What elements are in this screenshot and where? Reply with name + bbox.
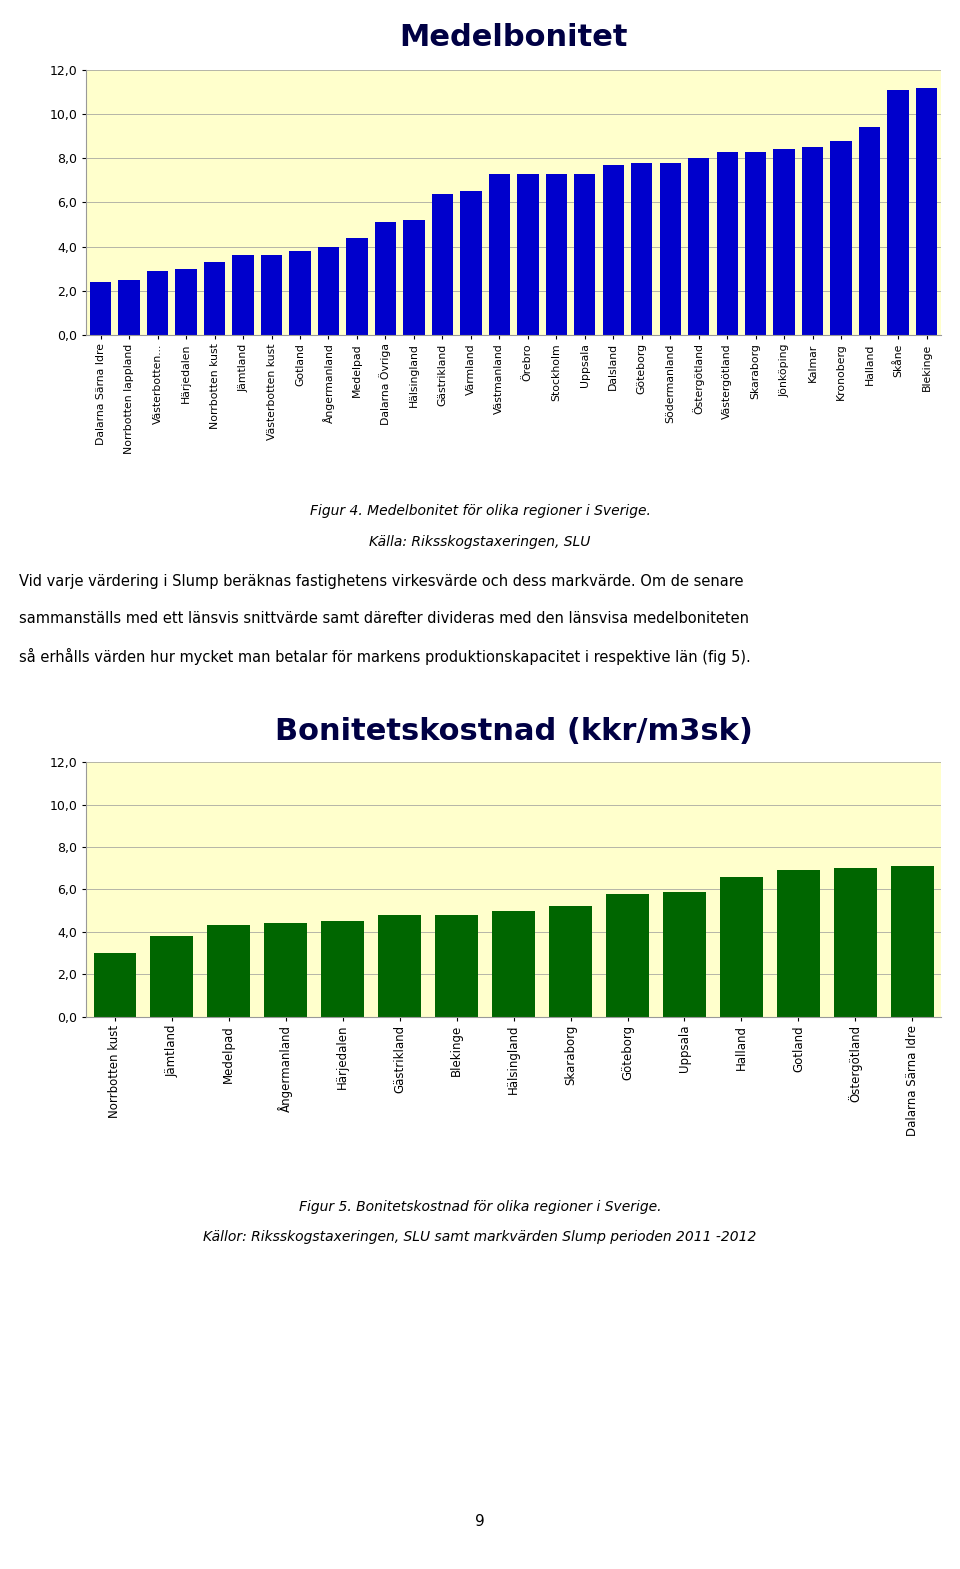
Bar bbox=[745, 152, 766, 336]
Text: Vid varje värdering i Slump beräknas fastighetens virkesvärde och dess markvärde: Vid varje värdering i Slump beräknas fas… bbox=[19, 574, 744, 588]
Bar bbox=[830, 141, 852, 336]
Bar bbox=[663, 891, 706, 1017]
Bar bbox=[716, 152, 738, 336]
Bar bbox=[204, 262, 226, 336]
Bar bbox=[378, 915, 421, 1017]
Bar bbox=[777, 871, 820, 1017]
Bar bbox=[489, 174, 510, 336]
Bar bbox=[289, 251, 311, 336]
Text: 9: 9 bbox=[475, 1514, 485, 1530]
Text: så erhålls värden hur mycket man betalar för markens produktionskapacitet i resp: så erhålls värden hur mycket man betalar… bbox=[19, 648, 751, 665]
Bar bbox=[347, 238, 368, 336]
Bar bbox=[887, 89, 909, 336]
Bar bbox=[574, 174, 595, 336]
Bar bbox=[318, 246, 339, 336]
Bar bbox=[492, 910, 535, 1017]
Bar bbox=[374, 223, 396, 336]
Text: Bonitetskostnad (kkr/m3sk): Bonitetskostnad (kkr/m3sk) bbox=[275, 717, 753, 745]
Text: sammanställs med ett länsvis snittvärde samt därefter divideras med den länsvisa: sammanställs med ett länsvis snittvärde … bbox=[19, 612, 749, 626]
Text: Medelbonitet: Medelbonitet bbox=[399, 24, 628, 52]
Bar bbox=[322, 921, 364, 1017]
Bar bbox=[460, 191, 482, 336]
Bar bbox=[606, 894, 649, 1017]
Bar bbox=[891, 866, 934, 1017]
Text: Källa: Riksskogstaxeringen, SLU: Källa: Riksskogstaxeringen, SLU bbox=[370, 535, 590, 549]
Bar bbox=[93, 952, 136, 1017]
Bar bbox=[90, 282, 111, 336]
Bar bbox=[603, 165, 624, 336]
Bar bbox=[916, 88, 937, 336]
Bar bbox=[517, 174, 539, 336]
Bar bbox=[859, 127, 880, 336]
Bar bbox=[261, 256, 282, 336]
Bar bbox=[264, 923, 307, 1017]
Bar bbox=[207, 926, 251, 1017]
Bar bbox=[432, 193, 453, 336]
Bar bbox=[147, 271, 168, 336]
Bar bbox=[176, 268, 197, 336]
Bar bbox=[435, 915, 478, 1017]
Bar bbox=[834, 868, 876, 1017]
Bar bbox=[118, 279, 140, 336]
Bar bbox=[802, 147, 824, 336]
Bar bbox=[631, 163, 653, 336]
Bar bbox=[720, 877, 763, 1017]
Bar bbox=[403, 220, 424, 336]
Bar bbox=[151, 937, 193, 1017]
Bar bbox=[688, 158, 709, 336]
Bar bbox=[232, 256, 253, 336]
Text: Figur 4. Medelbonitet för olika regioner i Sverige.: Figur 4. Medelbonitet för olika regioner… bbox=[309, 504, 651, 518]
Bar bbox=[549, 907, 592, 1017]
Bar bbox=[774, 149, 795, 336]
Bar bbox=[660, 163, 681, 336]
Text: Figur 5. Bonitetskostnad för olika regioner i Sverige.: Figur 5. Bonitetskostnad för olika regio… bbox=[299, 1200, 661, 1214]
Bar bbox=[545, 174, 567, 336]
Text: Källor: Riksskogstaxeringen, SLU samt markvärden Slump perioden 2011 -2012: Källor: Riksskogstaxeringen, SLU samt ma… bbox=[204, 1230, 756, 1244]
